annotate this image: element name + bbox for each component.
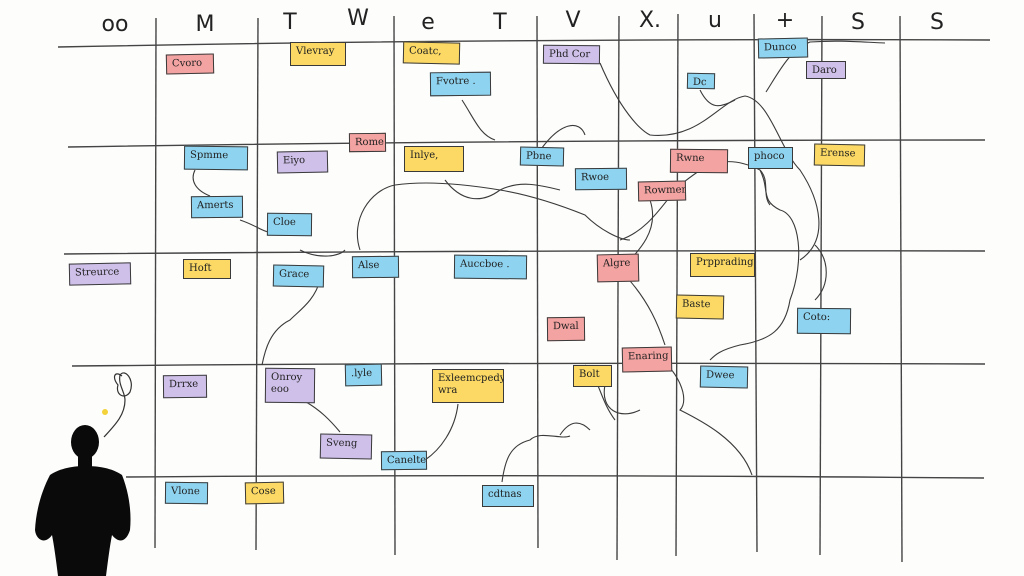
sticky-note[interactable]: Algre: [596, 253, 640, 283]
sticky-note[interactable]: Rome: [348, 132, 387, 153]
sticky-note[interactable]: cdtnas: [482, 485, 534, 507]
day-header: V: [565, 8, 581, 33]
sticky-note[interactable]: Rwoe: [574, 167, 628, 191]
col-line: [819, 15, 823, 556]
sticky-note[interactable]: Drrxe: [162, 374, 208, 399]
sticky-note[interactable]: Exleemcpedy wra: [432, 369, 504, 403]
sticky-note[interactable]: Phd Cor: [542, 44, 601, 65]
day-header: u: [708, 8, 722, 33]
sticky-note[interactable]: Dwee: [699, 365, 749, 389]
sticky-note[interactable]: Cose: [244, 481, 285, 505]
sticky-note[interactable]: Fvotre .: [429, 71, 492, 97]
sticky-note[interactable]: Eiyo: [276, 150, 329, 174]
sticky-note[interactable]: Inlye,: [404, 146, 464, 172]
sticky-note[interactable]: Bolt: [573, 365, 612, 387]
row-line: [57, 38, 991, 48]
sticky-note[interactable]: Prpprading: [690, 253, 755, 277]
sticky-note[interactable]: Vlone: [164, 481, 209, 505]
connector-lines: [192, 40, 886, 483]
sticky-note[interactable]: Canelte: [380, 450, 428, 471]
sticky-note[interactable]: Vlevray: [290, 42, 346, 66]
day-header: +: [775, 8, 795, 33]
sticky-note[interactable]: Streurce: [68, 262, 132, 286]
sticky-note[interactable]: Coatc,: [402, 41, 461, 65]
row-line: [67, 139, 986, 148]
row-line: [71, 362, 986, 367]
sticky-note[interactable]: Daro: [806, 61, 846, 79]
person-silhouette-icon: [35, 425, 131, 576]
col-line: [393, 15, 396, 556]
sticky-note[interactable]: Auccboe .: [453, 254, 528, 280]
col-line: [675, 13, 679, 557]
day-header: T: [493, 10, 507, 35]
sticky-note[interactable]: Dunco: [757, 37, 809, 59]
sticky-note[interactable]: phoco: [748, 147, 793, 169]
sticky-note[interactable]: Amerts: [190, 195, 244, 219]
sticky-note[interactable]: Cvoro: [165, 53, 215, 75]
sticky-note[interactable]: Grace: [272, 264, 325, 288]
day-header: e: [421, 10, 435, 35]
sticky-note[interactable]: .lyle: [344, 363, 383, 387]
day-header: S: [930, 10, 944, 35]
sticky-note[interactable]: Alse: [351, 255, 400, 279]
day-header: M: [195, 12, 215, 37]
day-header: X.: [638, 8, 662, 33]
sticky-note[interactable]: Erense: [813, 143, 866, 167]
sticky-note[interactable]: Coto:: [796, 307, 852, 335]
col-line: [616, 15, 620, 561]
col-line: [899, 15, 903, 563]
col-line: [536, 15, 539, 549]
sticky-note[interactable]: Onroy eoo: [264, 367, 316, 404]
day-header: oo: [101, 12, 129, 37]
sticky-note[interactable]: Dc: [686, 72, 716, 90]
col-line: [154, 17, 157, 549]
sticky-note[interactable]: Pbne: [519, 146, 565, 167]
thought-squiggle-icon: [102, 372, 132, 438]
sticky-note[interactable]: Hoft: [183, 259, 231, 279]
sticky-note[interactable]: Dwal: [546, 316, 586, 342]
day-header: S: [851, 10, 865, 35]
sticky-note[interactable]: Spmme: [183, 145, 249, 171]
row-line: [63, 250, 986, 255]
sticky-note[interactable]: Baste: [675, 294, 725, 320]
day-header: T: [283, 10, 297, 35]
col-line: [255, 17, 259, 551]
sticky-note[interactable]: Rowmer: [637, 180, 687, 202]
sticky-note[interactable]: Enaring: [621, 346, 673, 373]
sticky-note[interactable]: Sveng: [319, 433, 373, 460]
col-line: [753, 13, 758, 553]
day-header: W: [347, 6, 369, 31]
sticky-note[interactable]: Cloe: [266, 212, 313, 237]
row-line: [125, 475, 985, 479]
sticky-note[interactable]: Rwne: [669, 148, 729, 174]
